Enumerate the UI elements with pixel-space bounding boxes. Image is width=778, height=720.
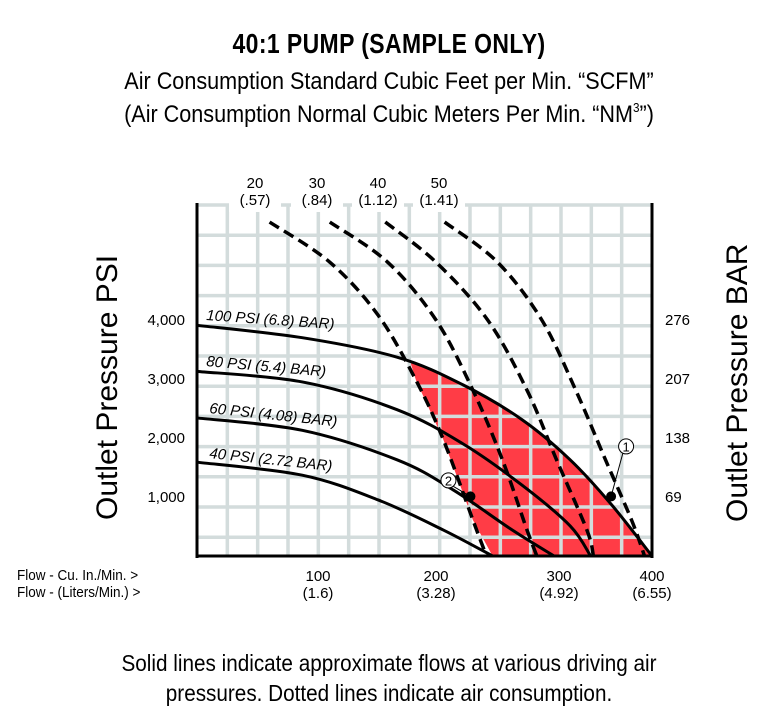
x-axis-label-cuin: Flow - Cu. In./Min. > bbox=[17, 567, 139, 584]
y-tick-label-left: 3,000 bbox=[147, 371, 185, 388]
marker-badge-2 bbox=[440, 472, 457, 489]
x-tick-label-200: 200 bbox=[423, 568, 448, 585]
x-tick-sublabel-100: (1.6) bbox=[303, 585, 334, 602]
dash-label-scfm-30: 30 bbox=[309, 175, 326, 192]
dash-label-background bbox=[413, 172, 465, 212]
dash-label-nm3-30: (.84) bbox=[302, 192, 333, 209]
solid-line-100-psi bbox=[196, 323, 654, 557]
dashed-line-40-scfm bbox=[384, 220, 596, 557]
dash-label-nm3-40: (1.12) bbox=[358, 192, 397, 209]
dash-label-background bbox=[352, 172, 404, 212]
y-tick-label-right: 138 bbox=[665, 430, 690, 447]
x-tick-sublabel-200: (3.28) bbox=[416, 585, 455, 602]
dash-label-scfm-20: 20 bbox=[247, 175, 264, 192]
dash-label-nm3-50: (1.41) bbox=[419, 192, 458, 209]
x-tick-label-400: 400 bbox=[639, 568, 664, 585]
dash-label-nm3-20: (.57) bbox=[240, 192, 271, 209]
marker-badge-1 bbox=[618, 438, 635, 455]
footnote-line-1: Solid lines indicate approximate flows a… bbox=[121, 650, 657, 676]
dash-label-background bbox=[291, 172, 343, 212]
chart-subtitle-nm3: (Air Consumption Normal Cubic Meters Per… bbox=[39, 100, 739, 129]
solid-line-80-psi bbox=[196, 369, 592, 557]
subtitle-suffix: ”) bbox=[639, 101, 654, 128]
solid-line-40-psi bbox=[196, 460, 494, 558]
subtitle-prefix: (Air Consumption Normal Cubic Meters Per… bbox=[124, 101, 634, 128]
marker-label-1: 1 bbox=[622, 439, 629, 454]
chart-subtitle-scfm: Air Consumption Standard Cubic Feet per … bbox=[124, 68, 654, 95]
footnote-line-2: pressures. Dotted lines indicate air con… bbox=[165, 680, 613, 706]
dash-label-scfm-50: 50 bbox=[431, 175, 448, 192]
dashed-line-20-scfm bbox=[268, 220, 489, 557]
y-tick-label-left: 2,000 bbox=[147, 430, 185, 447]
x-tick-label-100: 100 bbox=[305, 568, 330, 585]
marker-leader-1 bbox=[610, 452, 624, 497]
y-tick-label-right: 207 bbox=[665, 371, 690, 388]
marker-label-2: 2 bbox=[445, 473, 452, 488]
marker-point-1 bbox=[606, 491, 617, 502]
y-tick-label-left: 4,000 bbox=[147, 312, 185, 329]
chart-title: 40:1 PUMP (SAMPLE ONLY) bbox=[232, 28, 546, 59]
subtitle-superscript: 3 bbox=[633, 100, 640, 115]
y-tick-label-left: 1,000 bbox=[147, 489, 185, 506]
dash-label-background bbox=[229, 172, 281, 212]
dash-label-scfm-40: 40 bbox=[370, 175, 387, 192]
solid-line-60-psi bbox=[196, 416, 555, 558]
dashed-line-30-scfm bbox=[328, 220, 539, 557]
y-tick-label-right: 276 bbox=[665, 312, 690, 329]
x-tick-sublabel-400: (6.55) bbox=[632, 585, 671, 602]
x-axis-label-liters: Flow - (Liters/Min.) > bbox=[17, 584, 141, 601]
marker-point-2 bbox=[465, 491, 476, 502]
y-tick-label-right: 69 bbox=[665, 489, 682, 506]
x-tick-label-300: 300 bbox=[546, 568, 571, 585]
chart-footnote: Solid lines indicate approximate flows a… bbox=[39, 648, 739, 708]
x-tick-sublabel-300: (4.92) bbox=[539, 585, 578, 602]
dashed-line-50-scfm bbox=[443, 220, 647, 557]
